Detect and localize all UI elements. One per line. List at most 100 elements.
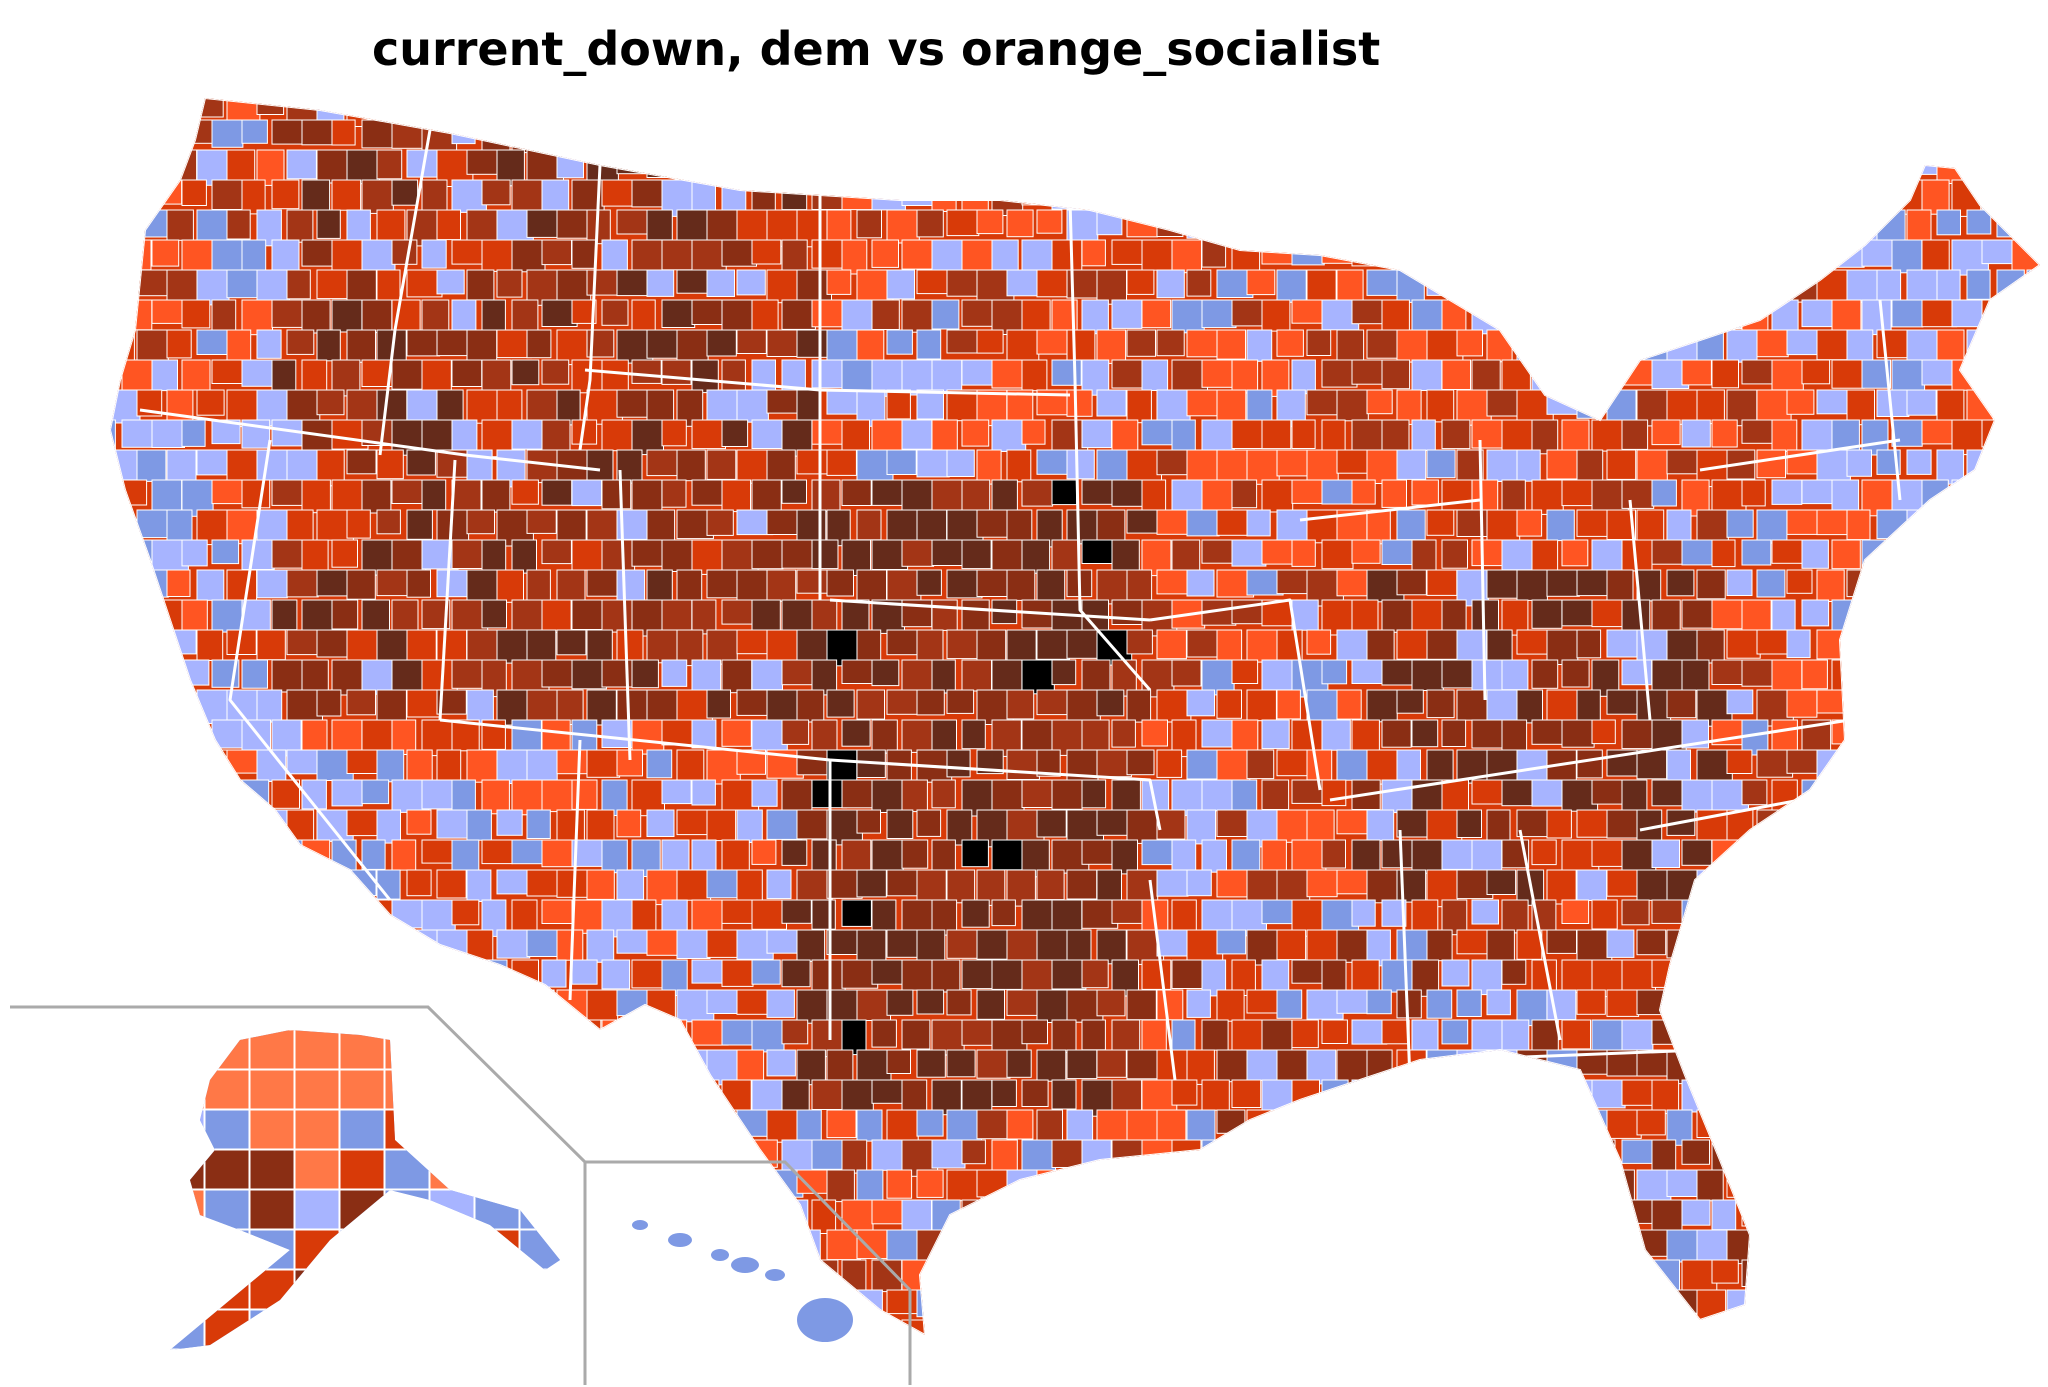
county-tile — [481, 179, 511, 206]
county-tile — [136, 1229, 172, 1265]
county-tile — [541, 1079, 568, 1117]
county-tile — [286, 1289, 311, 1328]
county-tile — [1396, 1229, 1424, 1264]
county-tile — [1351, 539, 1381, 564]
county-tile — [571, 299, 597, 324]
county-tile — [1066, 1049, 1098, 1080]
county-tile — [271, 179, 300, 210]
county-tile — [1966, 989, 1995, 1023]
county-tile — [1741, 599, 1772, 635]
county-tile — [211, 1259, 236, 1290]
alaska-borough-tile — [384, 1269, 430, 1310]
county-tile — [1516, 98, 1544, 124]
alaska-borough-tile — [519, 1149, 560, 1190]
county-tile — [391, 839, 417, 871]
county-tile — [1051, 959, 1087, 990]
county-tile — [1591, 1139, 1616, 1175]
county-tile — [1921, 659, 1946, 687]
county-tile — [436, 269, 465, 295]
county-tile — [1801, 239, 1834, 269]
county-tile — [721, 239, 757, 267]
county-tile — [1786, 389, 1815, 415]
county-tile — [1006, 98, 1042, 123]
county-tile — [646, 1109, 682, 1147]
county-tile — [1321, 779, 1347, 807]
county-tile — [166, 629, 197, 655]
county-tile — [1321, 359, 1358, 388]
county-tile — [1516, 449, 1541, 482]
county-tile — [406, 449, 436, 476]
county-tile — [1291, 1139, 1318, 1174]
county-tile — [1471, 179, 1509, 205]
county-tile — [2011, 959, 2037, 995]
county-tile — [316, 209, 341, 239]
alaska-borough-tile — [384, 1229, 430, 1270]
county-tile — [1501, 239, 1533, 275]
county-tile — [121, 539, 153, 569]
county-tile — [1831, 119, 1861, 149]
county-tile — [1261, 1019, 1293, 1055]
county-tile — [1816, 929, 1846, 965]
county-tile — [571, 1319, 606, 1335]
county-tile — [1981, 359, 2014, 385]
county-tile — [1951, 1079, 1978, 1105]
county-tile — [811, 119, 840, 152]
county-tile — [1801, 599, 1830, 627]
county-tile — [1891, 179, 1926, 215]
county-tile — [1621, 719, 1654, 750]
county-tile — [886, 389, 911, 420]
alaska-borough-tile — [170, 1349, 205, 1350]
county-tile — [1126, 689, 1152, 723]
county-tile — [1411, 1079, 1437, 1111]
county-tile — [1546, 1229, 1585, 1263]
county-tile — [1906, 869, 1931, 904]
county-tile — [1981, 1259, 2015, 1297]
county-tile — [301, 119, 336, 146]
county-tile — [241, 839, 279, 870]
county-tile — [1381, 1139, 1416, 1167]
county-tile — [856, 809, 881, 834]
county-tile — [1321, 539, 1354, 570]
county-tile — [901, 1199, 932, 1234]
alaska-borough-tile — [429, 1069, 475, 1110]
county-tile — [1156, 209, 1184, 237]
county-tile — [1351, 299, 1384, 325]
alaska-borough-tile — [429, 1309, 475, 1350]
county-tile — [1531, 659, 1559, 689]
county-tile — [1681, 779, 1716, 813]
county-tile — [1531, 1079, 1570, 1110]
county-tile — [556, 329, 592, 366]
county-tile — [1561, 239, 1595, 265]
county-tile — [1636, 1109, 1666, 1136]
county-tile — [1426, 689, 1455, 719]
county-tile — [421, 779, 455, 810]
county-tile — [1036, 149, 1067, 184]
county-tile — [1036, 629, 1070, 660]
county-tile — [316, 1289, 346, 1317]
county-tile — [901, 539, 935, 567]
county-tile — [1516, 149, 1551, 183]
county-tile — [1966, 929, 1997, 962]
county-tile — [556, 689, 584, 725]
county-tile — [1861, 839, 1896, 872]
county-tile — [1876, 929, 1912, 961]
county-tile — [1006, 329, 1040, 361]
county-tile — [421, 959, 457, 988]
county-tile — [1321, 959, 1347, 994]
county-tile — [1081, 1019, 1106, 1051]
county-tile — [766, 449, 796, 481]
county-tile — [871, 1319, 900, 1335]
alaska-borough-tile — [339, 1069, 385, 1110]
county-tile — [1231, 779, 1258, 813]
county-tile — [1726, 1109, 1759, 1143]
county-tile — [361, 719, 395, 752]
county-tile — [1591, 719, 1616, 745]
county-tile — [1426, 269, 1453, 296]
county-tile — [706, 689, 731, 719]
county-tile — [1966, 269, 1991, 300]
county-tile — [1321, 119, 1360, 146]
county-tile — [1771, 1139, 1802, 1164]
county-tile — [1981, 779, 2011, 815]
county-tile — [1261, 719, 1290, 750]
county-tile — [1396, 1169, 1427, 1195]
